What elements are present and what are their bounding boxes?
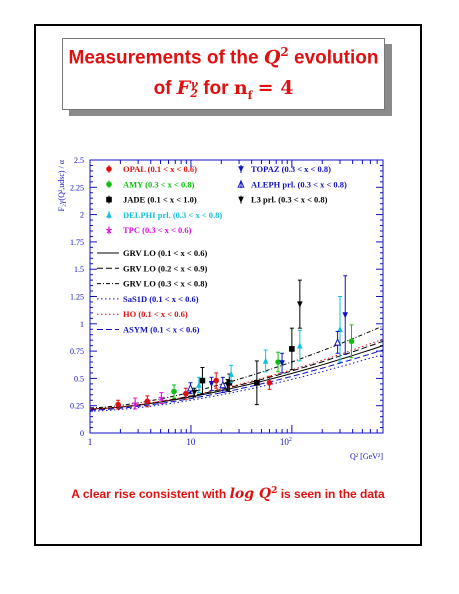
y-tick-label: 2 xyxy=(80,211,84,220)
title-text-evolution: evolution xyxy=(294,47,379,69)
legend-label-aleph: ALEPH prl. (0.3 < x < 0.8) xyxy=(251,179,347,189)
x-tick-label: 102 xyxy=(280,437,292,447)
y-tick-label: 0 xyxy=(80,429,84,438)
y-tick-label: 1.25 xyxy=(70,293,84,302)
data-point-aleph xyxy=(186,383,195,392)
data-point-tpc xyxy=(158,394,165,402)
data-point-jade xyxy=(289,346,295,352)
y-tick-label: 2.5 xyxy=(74,156,84,165)
y-tick-label: 0.5 xyxy=(74,374,84,383)
data-point-amy xyxy=(171,388,177,395)
title-nf-value: = 4 xyxy=(257,77,294,99)
data-point-topaz xyxy=(208,381,215,388)
data-point-l3 xyxy=(297,301,303,308)
data-point-l3 xyxy=(191,389,198,396)
data-point-aleph xyxy=(219,380,227,389)
title-text-of: of xyxy=(153,78,172,99)
data-point-delphi xyxy=(196,381,202,388)
curve-asym xyxy=(90,349,383,411)
legend-curve-label-4: HO (0.1 < x < 0.6) xyxy=(123,309,188,319)
title-nf: n xyxy=(233,77,248,99)
title-text-for: for xyxy=(203,78,229,99)
data-point-jade xyxy=(199,377,206,384)
data-point-l3 xyxy=(224,382,231,389)
title-text-1: Measurements of the xyxy=(68,47,259,69)
title-f-superscript: γ xyxy=(190,77,198,91)
title-q-variable: Q xyxy=(263,46,281,69)
curve-grv xyxy=(90,340,383,410)
legend-label-delphi: DELPHI prl. (0.3 < x < 0.8) xyxy=(123,210,222,220)
data-point-amy xyxy=(348,338,355,345)
y-tick-label: 0.75 xyxy=(70,347,84,356)
y-tick-label: 2.25 xyxy=(70,183,84,192)
footer-math-exponent: 2 xyxy=(271,486,278,496)
title-q-exponent: 2 xyxy=(280,45,289,59)
x-tick-label: 1 xyxy=(88,437,93,447)
data-point-jade xyxy=(254,379,260,386)
footer-caption: A clear rise consistent with log Q2 is s… xyxy=(34,486,422,502)
data-point-topaz xyxy=(342,312,349,319)
data-point-delphi xyxy=(228,370,234,377)
title-f-subscript: 2 xyxy=(190,86,198,100)
legend-label-jade: JADE (0.1 < x < 1.0) xyxy=(123,195,197,205)
curve-grv xyxy=(90,345,383,410)
data-point-opal xyxy=(115,401,121,408)
curve-sas1d xyxy=(90,353,383,412)
data-point-tpc xyxy=(132,400,139,407)
legend-label-opal: OPAL (0.1 < x < 0.6) xyxy=(123,164,197,174)
title-line-1: Measurements of the Q2 evolution xyxy=(63,45,384,69)
y-axis-label: F₂γ(Q²,udsc) / α xyxy=(57,159,66,211)
data-point-topaz xyxy=(279,360,285,367)
data-point-opal xyxy=(183,390,189,397)
data-point-delphi xyxy=(262,357,269,364)
y-tick-label: 1.5 xyxy=(74,265,84,274)
legend-label-l3: L3 prl. (0.3 < x < 0.8) xyxy=(251,195,328,205)
data-point-delphi xyxy=(337,325,343,333)
data-point-delphi xyxy=(297,342,303,349)
legend-label-topaz: TOPAZ (0.3 < x < 0.8) xyxy=(251,164,331,174)
legend-curve-label-3: SaS1D (0.1 < x < 0.6) xyxy=(123,294,199,304)
title-f-variable: F xyxy=(176,77,191,99)
legend-label-amy: AMY (0.3 < x < 0.8) xyxy=(123,179,195,189)
x-axis-label: Q² [GeV²] xyxy=(350,452,383,461)
data-point-opal xyxy=(144,398,151,405)
y-tick-label: 1 xyxy=(80,320,84,329)
legend-curve-label-5: ASYM (0.1 < x < 0.6) xyxy=(123,325,200,335)
legend-curve-label-0: GRV LO (0.1 < x < 0.6) xyxy=(123,248,207,258)
legend-label-tpc: TPC (0.3 < x < 0.6) xyxy=(123,225,192,235)
footer-text: A clear rise consistent with xyxy=(71,487,227,501)
curve-ho xyxy=(90,338,383,410)
title-nf-subscript: f xyxy=(247,88,253,102)
legend-curve-label-2: GRV LO (0.3 < x < 0.8) xyxy=(123,279,207,289)
x-tick-label: 10 xyxy=(186,437,196,447)
legend-curve-label-1: GRV LO (0.2 < x < 0.9) xyxy=(123,263,207,273)
data-point-opal xyxy=(266,379,273,386)
curve-grv xyxy=(90,325,383,409)
data-point-opal xyxy=(213,377,220,384)
footer-text-tail: is seen in the data xyxy=(280,487,385,501)
data-point-aleph xyxy=(334,337,342,346)
y-tick-label: 1.75 xyxy=(70,238,84,247)
y-tick-label: 0.25 xyxy=(70,402,84,411)
data-point-amy xyxy=(275,359,281,365)
footer-math: log Q xyxy=(229,486,272,502)
